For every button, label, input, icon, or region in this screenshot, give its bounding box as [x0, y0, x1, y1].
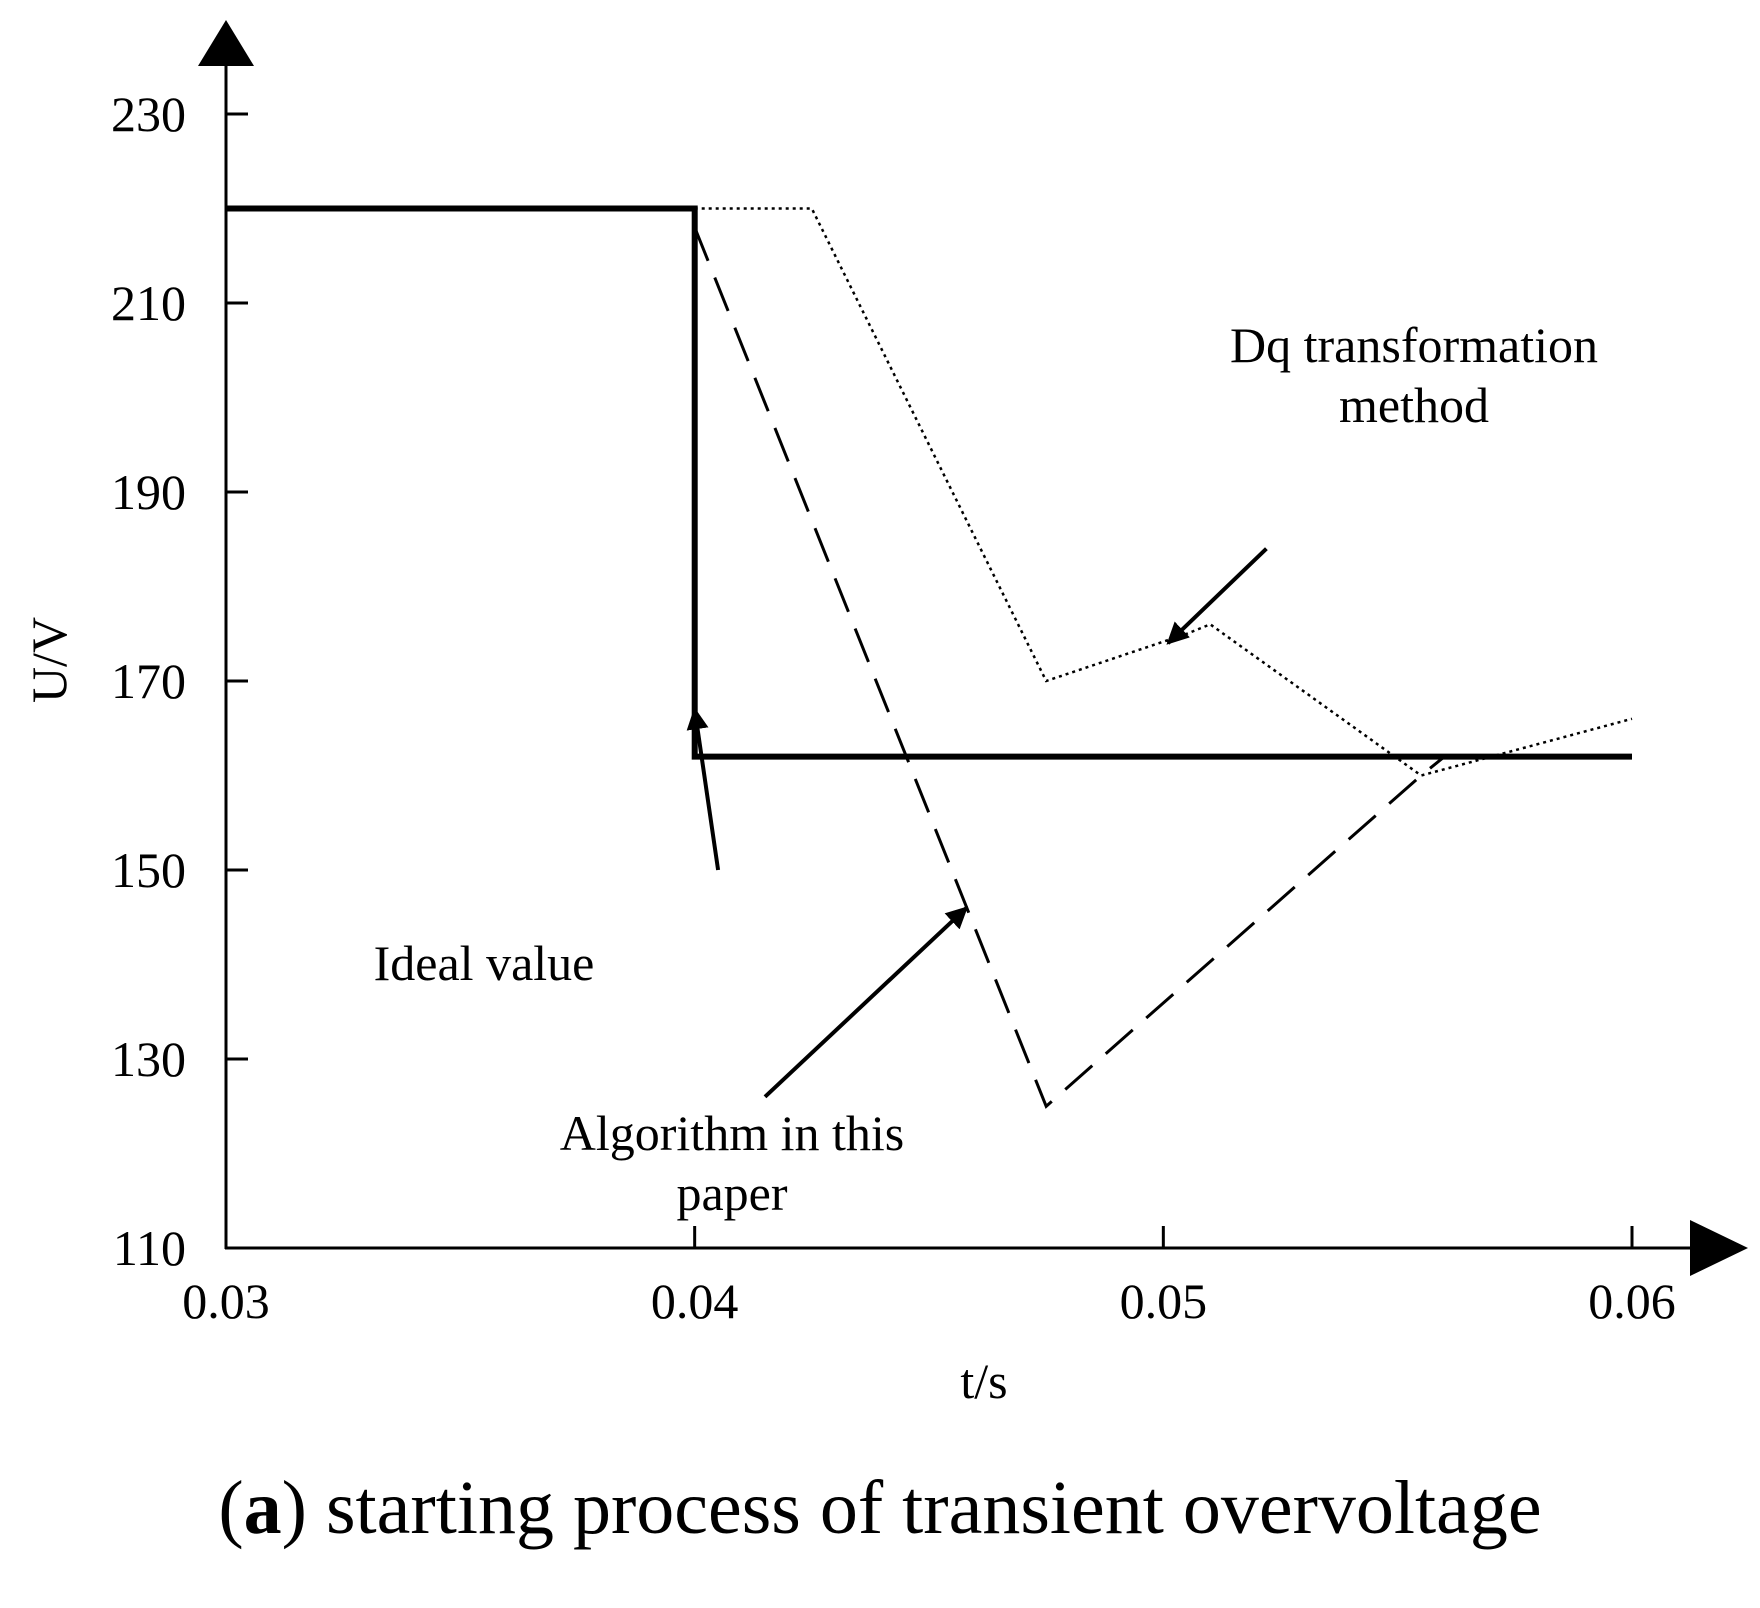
x-axis-label: t/s [960, 1353, 1007, 1409]
annotation-arrow-ideal [686, 707, 721, 871]
x-tick-label: 0.03 [182, 1273, 270, 1329]
series-line-dq-transformation-method [694, 207, 1633, 777]
x-tick-label: 0.04 [651, 1273, 739, 1329]
annotation-arrow-algorithm [763, 906, 969, 1099]
series-line-algorithm-in-this-paper [693, 226, 1446, 1109]
chart: 110 130 150 170 190 210 230 0.03 0.04 0.05 0.06 I… [21, 20, 1748, 1409]
y-axis-arrow [198, 20, 254, 66]
y-tick-label: 210 [111, 275, 186, 331]
annotation-text-algorithm: paper [676, 1165, 787, 1221]
annotation-arrow-dq [1166, 547, 1268, 645]
x-axis-ticks: 0.03 0.04 0.05 0.06 [182, 1226, 1676, 1329]
y-tick-label: 230 [111, 86, 186, 142]
y-tick-label: 190 [111, 464, 186, 520]
y-tick-label: 170 [111, 653, 186, 709]
x-tick-label: 0.05 [1120, 1273, 1208, 1329]
annotation-text-algorithm: Algorithm in this [560, 1105, 904, 1161]
x-tick-label: 0.06 [1588, 1273, 1676, 1329]
series-line-ideal-value [226, 205, 1632, 760]
y-tick-label: 130 [111, 1031, 186, 1087]
y-tick-label: 110 [113, 1220, 186, 1276]
figure-caption: (a) starting process of transient overvo… [218, 1466, 1542, 1550]
caption-letter: a [243, 1466, 282, 1550]
x-axis-arrow [1690, 1220, 1748, 1276]
annotation-text-ideal: Ideal value [374, 935, 595, 991]
y-axis-ticks: 110 130 150 170 190 210 230 [111, 86, 248, 1276]
y-tick-label: 150 [111, 842, 186, 898]
annotation-text-dq: Dq transformation [1230, 317, 1598, 373]
axes [198, 20, 1748, 1276]
caption-text: starting process of transient overvoltag… [325, 1466, 1542, 1550]
annotation-text-dq: method [1339, 377, 1489, 433]
y-axis-label: U/V [21, 617, 77, 703]
